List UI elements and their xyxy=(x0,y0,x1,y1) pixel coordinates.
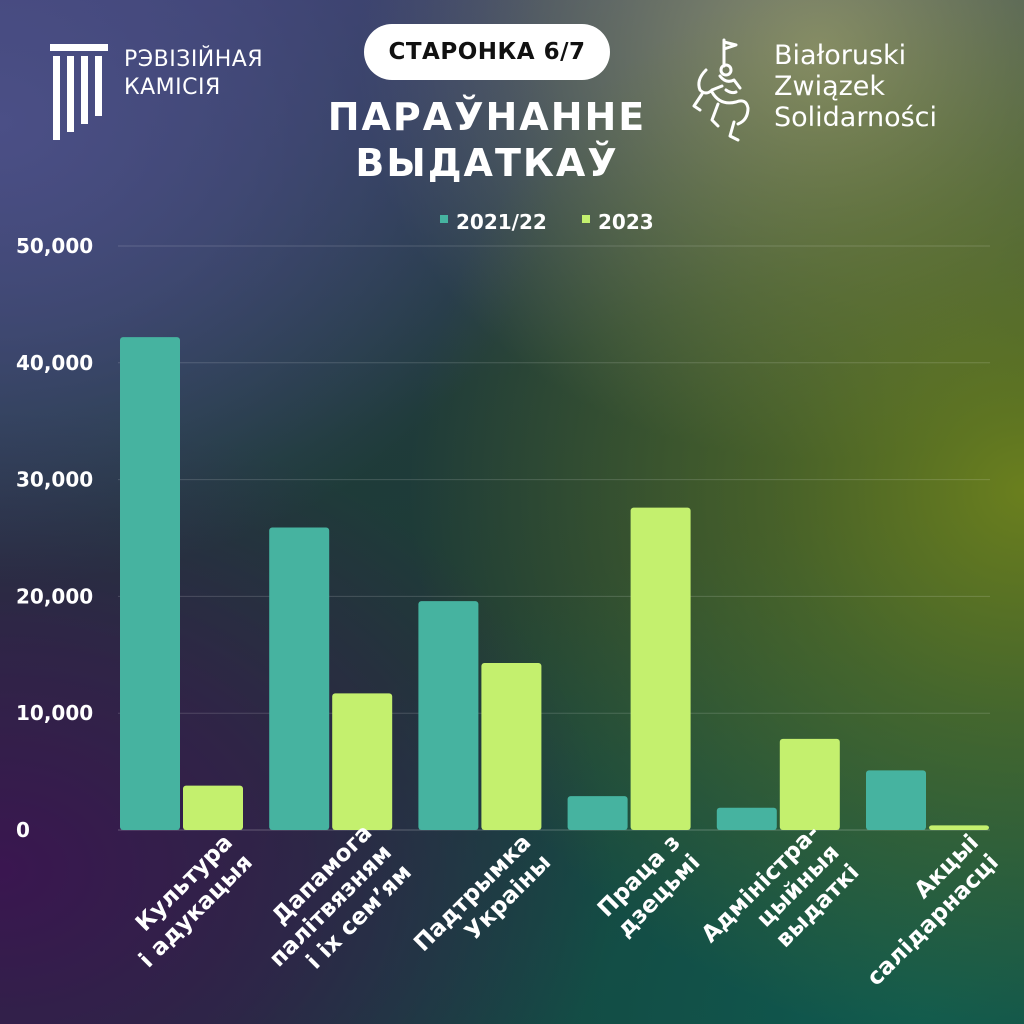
x-category-label: Дапамогапалітвязнямі іх сем’ям xyxy=(245,820,417,992)
x-category-label: ПадтрымкаУкраіны xyxy=(409,830,556,977)
bar xyxy=(269,527,330,830)
bar xyxy=(866,770,926,830)
x-category-label: Культураі адукацыя xyxy=(114,830,257,973)
right-logo-line-1: Białoruski xyxy=(774,40,907,71)
legend-label: 2023 xyxy=(598,210,654,234)
bar xyxy=(120,337,180,830)
y-tick-label: 10,000 xyxy=(16,701,93,725)
bar xyxy=(183,785,243,830)
legend-label: 2021/22 xyxy=(456,210,547,234)
left-logo-line-1: РЭВІЗІЙНАЯ xyxy=(124,47,264,72)
bar xyxy=(779,738,840,830)
knight-rider-icon xyxy=(692,38,750,142)
bar xyxy=(716,807,777,830)
bar xyxy=(332,693,393,830)
y-tick-label: 50,000 xyxy=(16,234,93,258)
bar xyxy=(929,825,989,830)
x-category-label: Праца здзецьмі xyxy=(592,830,705,943)
left-logo-line-2: КАМІСІЯ xyxy=(124,75,221,100)
x-category-label: Акцыісалідарнасці xyxy=(842,830,1004,992)
y-tick-label: 40,000 xyxy=(16,351,93,375)
legend-swatch xyxy=(582,215,590,223)
revision-commission-logo: РЭВІЗІЙНАЯ КАМІСІЯ xyxy=(50,44,263,140)
right-logo-line-2: Związek xyxy=(774,71,886,102)
bar xyxy=(481,662,542,830)
solidarity-union-logo: Białoruski Związek Solidarności xyxy=(690,36,937,144)
right-logo-line-3: Solidarności xyxy=(774,102,938,133)
page-title: ПАРАЎНАННЕ ВЫДАТКАЎ xyxy=(318,94,656,186)
title-line-1: ПАРАЎНАННЕ xyxy=(327,95,647,139)
bar xyxy=(418,601,479,830)
y-tick-label: 0 xyxy=(16,818,30,842)
column-icon xyxy=(50,44,108,140)
y-tick-label: 30,000 xyxy=(16,468,93,492)
legend-swatch xyxy=(440,215,448,223)
x-category-label: Адміністра-цыйныявыдаткі xyxy=(697,820,865,988)
y-tick-label: 20,000 xyxy=(16,584,93,608)
bar xyxy=(567,796,628,830)
bar xyxy=(630,507,691,830)
page-indicator-badge: СТАРОНКА 6/7 xyxy=(364,24,610,80)
title-line-2: ВЫДАТКАЎ xyxy=(355,141,619,185)
